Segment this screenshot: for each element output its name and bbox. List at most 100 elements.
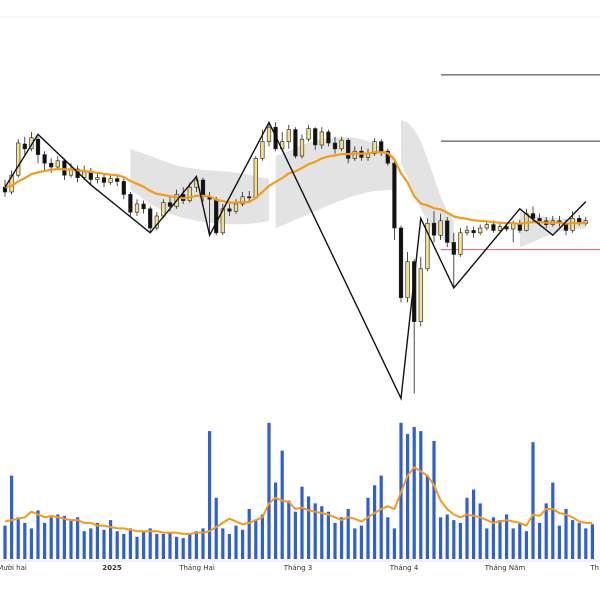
candle-body-34 bbox=[227, 208, 232, 212]
candle-16 bbox=[108, 175, 113, 185]
candle-17 bbox=[115, 175, 120, 187]
candle-body-32 bbox=[214, 198, 219, 234]
volume-bar-75 bbox=[498, 520, 502, 559]
volume-bar-78 bbox=[518, 522, 522, 559]
volume-average-line bbox=[4, 466, 593, 535]
candle-67 bbox=[445, 217, 450, 248]
candle-19 bbox=[128, 192, 133, 216]
candle-44 bbox=[293, 127, 298, 159]
x-tick-label-thang-3: Tháng 3 bbox=[283, 564, 313, 572]
volume-bar-18 bbox=[122, 534, 126, 559]
candle-51 bbox=[339, 136, 344, 152]
candle-body-39 bbox=[260, 141, 265, 159]
volume-bar-40 bbox=[267, 422, 271, 559]
candle-body-40 bbox=[266, 126, 272, 142]
volume-bar-13 bbox=[89, 528, 93, 559]
volume-bar-32 bbox=[214, 497, 218, 559]
candle-body-81 bbox=[537, 218, 542, 222]
volume-bar-47 bbox=[313, 503, 317, 559]
candle-38 bbox=[253, 156, 258, 200]
candle-body-86 bbox=[570, 218, 575, 231]
volume-bar-6 bbox=[43, 522, 47, 559]
candle-body-61 bbox=[405, 261, 410, 298]
x-tick-label-thang-nam: Tháng Năm bbox=[484, 564, 526, 572]
candle-body-25 bbox=[167, 202, 173, 207]
candle-49 bbox=[326, 129, 331, 147]
candle-34 bbox=[227, 204, 232, 216]
moving-average-line bbox=[4, 151, 586, 225]
volume-bar-5 bbox=[36, 510, 40, 559]
candle-46 bbox=[306, 124, 311, 142]
volume-bar-23 bbox=[155, 534, 159, 559]
candle-71 bbox=[471, 226, 476, 238]
volume-bar-61 bbox=[406, 433, 410, 559]
candle-body-64 bbox=[425, 222, 430, 270]
candle-18 bbox=[121, 178, 126, 200]
candle-63 bbox=[418, 256, 423, 327]
x-tick-label-thang-hai: Tháng Hai bbox=[178, 564, 215, 572]
candle-body-47 bbox=[313, 128, 318, 146]
volume-bar-41 bbox=[274, 482, 278, 559]
candle-36 bbox=[240, 192, 245, 207]
zigzag-line bbox=[4, 120, 587, 401]
candle-body-45 bbox=[299, 138, 305, 157]
volume-bar-58 bbox=[386, 517, 390, 559]
candle-body-44 bbox=[293, 129, 298, 157]
volume-bar-67 bbox=[445, 514, 449, 559]
candle-body-72 bbox=[478, 227, 483, 234]
shaded-band-1 bbox=[275, 137, 395, 228]
volume-bar-24 bbox=[161, 534, 165, 559]
volume-bar-0 bbox=[3, 525, 7, 559]
volume-bar-84 bbox=[557, 525, 561, 559]
volume-bar-65 bbox=[432, 440, 436, 559]
x-tick-label-thang-4: Tháng 4 bbox=[389, 564, 419, 572]
x-tick-label-muoi-hai: Mười hai bbox=[0, 564, 27, 572]
candle-81 bbox=[537, 213, 542, 226]
volume-bar-55 bbox=[366, 497, 370, 559]
volume-bar-73 bbox=[485, 528, 489, 559]
candle-body-7 bbox=[49, 162, 54, 168]
candle-body-50 bbox=[332, 142, 338, 150]
volume-bar-80 bbox=[531, 442, 535, 559]
volume-bar-54 bbox=[359, 525, 363, 559]
candle-15 bbox=[101, 173, 107, 188]
volume-bar-79 bbox=[524, 531, 528, 559]
volume-bar-46 bbox=[307, 496, 311, 559]
candle-body-60 bbox=[398, 227, 404, 298]
candle-body-70 bbox=[464, 230, 470, 234]
volume-bar-71 bbox=[472, 489, 476, 559]
volume-bar-44 bbox=[293, 511, 297, 559]
candle-body-3 bbox=[22, 143, 27, 150]
volume-bar-28 bbox=[188, 534, 192, 559]
candle-body-2 bbox=[16, 142, 21, 176]
candle-body-16 bbox=[108, 178, 113, 183]
candle-body-24 bbox=[161, 202, 166, 217]
candle-body-66 bbox=[438, 220, 443, 236]
candle-23 bbox=[154, 212, 159, 231]
candle-body-67 bbox=[445, 220, 450, 243]
volume-bar-26 bbox=[175, 536, 179, 559]
candle-5 bbox=[35, 136, 41, 164]
volume-bar-48 bbox=[320, 506, 324, 559]
volume-bar-1 bbox=[10, 475, 14, 559]
volume-bar-85 bbox=[564, 509, 568, 559]
candle-body-20 bbox=[134, 203, 140, 213]
volume-bar-17 bbox=[115, 531, 119, 559]
candle-66 bbox=[438, 213, 443, 240]
candle-body-68 bbox=[451, 242, 456, 255]
candle-45 bbox=[299, 134, 305, 159]
candle-body-65 bbox=[431, 222, 437, 236]
volume-bar-30 bbox=[201, 528, 205, 559]
candle-body-22 bbox=[148, 208, 153, 229]
candle-body-19 bbox=[128, 194, 133, 213]
volume-bar-59 bbox=[392, 528, 396, 559]
volume-bar-39 bbox=[260, 514, 264, 559]
candle-40 bbox=[266, 122, 272, 147]
volume-bar-81 bbox=[538, 522, 542, 559]
candle-body-49 bbox=[326, 131, 331, 144]
volume-bar-27 bbox=[181, 538, 185, 559]
candle-48 bbox=[319, 127, 324, 149]
volume-bar-89 bbox=[590, 524, 594, 560]
candle-body-9 bbox=[62, 160, 67, 176]
candle-body-5 bbox=[35, 138, 41, 155]
